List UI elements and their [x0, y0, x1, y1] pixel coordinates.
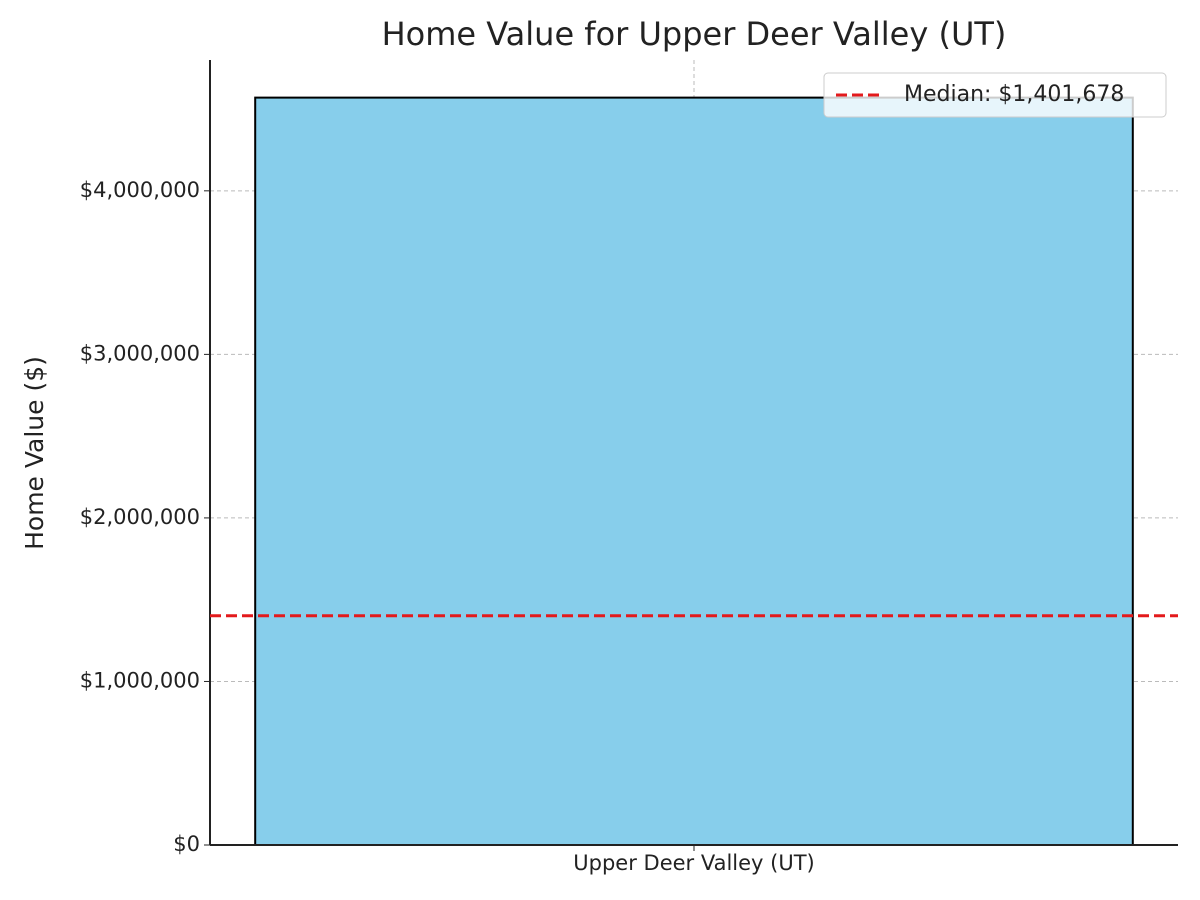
y-tick-label: $2,000,000 [80, 505, 200, 529]
legend-box [823, 72, 1167, 118]
legend-label: Median: $1,401,678 [904, 82, 1124, 107]
y-axis-label: Home Value ($) [20, 356, 49, 550]
y-tick-label: $4,000,000 [80, 178, 200, 202]
y-tick-label: $0 [173, 832, 200, 856]
y-tick-label: $3,000,000 [80, 341, 200, 365]
chart-title: Home Value for Upper Deer Valley (UT) [382, 15, 1007, 53]
bar [254, 96, 1134, 847]
x-tick-label: Upper Deer Valley (UT) [573, 851, 814, 875]
y-tick-label: $1,000,000 [80, 668, 200, 692]
